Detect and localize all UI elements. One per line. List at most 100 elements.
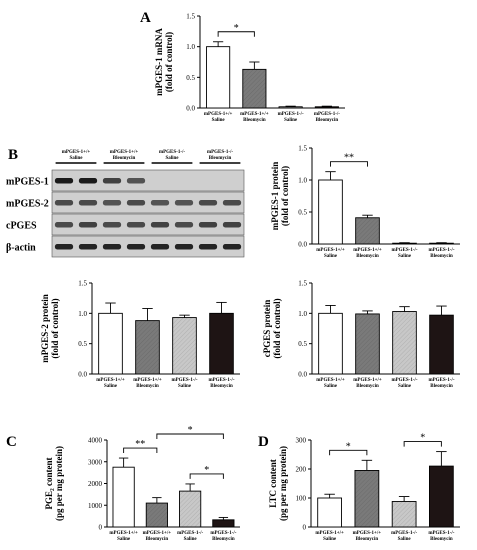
bar-texture [179,491,201,527]
x-tick-label-line1: mPGES-1-/- [391,531,417,536]
blot-header-line2: Saline [69,156,83,161]
y-axis-label-line1: cPGES protein [262,300,272,358]
significance-label: * [346,441,351,452]
x-tick-label-line2: Bleomycin [212,537,235,542]
x-tick-label: mPGES-1-/-Saline [171,378,197,389]
x-tick-label-line1: mPGES-1-/- [210,531,236,536]
bar [318,179,343,245]
y-axis-label-line2: (fold of control) [272,298,282,358]
x-tick-label-line2: Bleomycin [146,537,169,542]
blot-band [126,244,146,250]
blot-band [126,178,146,184]
bar [314,106,339,109]
blot-band [54,244,74,250]
blot-header-line2: Saline [165,156,179,161]
chart-panel-d: D 0 100 200 300 LTC content(pg per mg protein… [258,433,460,542]
blot-band [150,200,170,206]
x-tick-label-line1: mPGES-1-/- [314,112,340,117]
bar-texture [146,503,168,527]
blot-row-label: mPGES-1 [6,177,49,188]
x-tick-label-line1: mPGES-1-/- [177,531,203,536]
chart-panel-b2: 0.0 0.5 1.0 1.5 mPGES-2 protein(fold of cont… [40,280,240,389]
x-tick-label-line2: Saline [184,537,198,542]
y-tick-label: 0.0 [186,105,195,113]
x-tick-label: mPGES-1+/+ Saline [96,378,125,389]
significance-label: ** [344,153,354,164]
x-tick-label-line2: Bleomycin [210,384,233,389]
bar-texture [279,106,303,108]
blot-header-line1: mPGES-1+/+ [62,150,91,155]
x-tick-label: mPGES-1-/-Bleomycin [428,378,454,389]
bar [429,465,454,528]
blot-band [54,222,74,228]
blot-band [174,200,194,206]
y-tick-label: 1.0 [298,177,307,185]
bar-texture [392,243,417,244]
blot-band [102,200,122,206]
x-tick-label: mPGES-1-/-Saline [278,112,304,123]
blot-band [54,178,74,184]
y-axis-label-line1: LTC content [268,459,278,507]
x-tick-label: mPGES-1-/-Bleomycin [208,378,234,389]
x-tick-label-line1: mPGES-1+/+ [315,531,344,536]
y-tick-label: 1.0 [78,310,87,318]
x-tick-label-line2: Saline [398,384,412,389]
x-tick-label-line1: mPGES-1+/+ [96,378,125,383]
blot-band [198,244,218,250]
x-tick-label: mPGES-1-/-Saline [391,378,417,389]
blot-band [102,178,122,184]
significance-bracket [330,161,368,167]
x-tick-label: mPGES-1+/+ Bleomycin [133,378,162,389]
bar-texture [354,470,379,527]
bar [318,312,343,375]
blot-header: mPGES-1-/-Saline [159,150,185,161]
x-tick-label-line1: mPGES-1+/+ [240,112,269,117]
panel-letter-a: A [140,10,151,26]
blot-band [126,222,146,228]
x-tick-label-line2: Bleomycin [316,118,339,123]
x-tick-label: mPGES-1-/-Bleomycin [428,531,454,542]
blot-band [222,244,242,250]
blot-band [78,200,98,206]
y-axis-label-line2: (fold of control) [164,32,174,92]
blot-band [150,222,170,228]
x-tick-label-line1: mPGES-1-/- [428,531,454,536]
blot-band [222,200,242,206]
blot-band [78,244,98,250]
bar [317,497,342,528]
bar [212,519,235,528]
x-tick-label-line2: Saline [284,118,298,123]
blot-band [78,222,98,228]
blot-band [222,222,242,228]
y-tick-label: 0.0 [298,371,307,379]
bar-texture [355,217,380,244]
x-tick-label-line1: mPGES-1-/- [428,378,454,383]
x-tick-label: mPGES-1+/+ Bleomycin [143,531,172,542]
blot-strip [51,213,245,236]
y-tick-label: 4000 [88,437,103,445]
x-tick-label-line2: Saline [117,537,131,542]
bar-texture [135,320,160,374]
chart-panel-b3: 0.0 0.5 1.0 1.5 cPGES protein(fold of contro… [262,280,460,389]
x-tick-label-line1: mPGES-1+/+ [204,112,233,117]
blot-header: mPGES-1-/-Bleomycin [207,150,233,161]
blot-band [102,244,122,250]
x-tick-label: mPGES-1-/-Saline [391,248,417,259]
y-axis-label-line2: (fold of control) [50,298,60,358]
y-tick-label: 1.5 [186,13,195,21]
y-tick-label: 100 [296,495,307,503]
x-tick-label: mPGES-1-/-Bleomycin [428,248,454,259]
x-tick-label-line1: mPGES-1-/- [278,112,304,117]
panel-letter-b: B [8,147,18,163]
x-tick-label-line2: Bleomycin [243,118,266,123]
y-tick-label: 0.5 [298,340,307,348]
bar-texture [392,311,417,374]
significance-bracket [123,447,158,454]
blot-header-line2: Bleomycin [209,156,232,161]
bar-texture [242,69,266,108]
bar-texture [172,317,197,374]
bar [429,314,454,375]
x-tick-label-line2: Bleomycin [356,384,379,389]
x-tick-label: mPGES-1+/+ Bleomycin [353,531,382,542]
